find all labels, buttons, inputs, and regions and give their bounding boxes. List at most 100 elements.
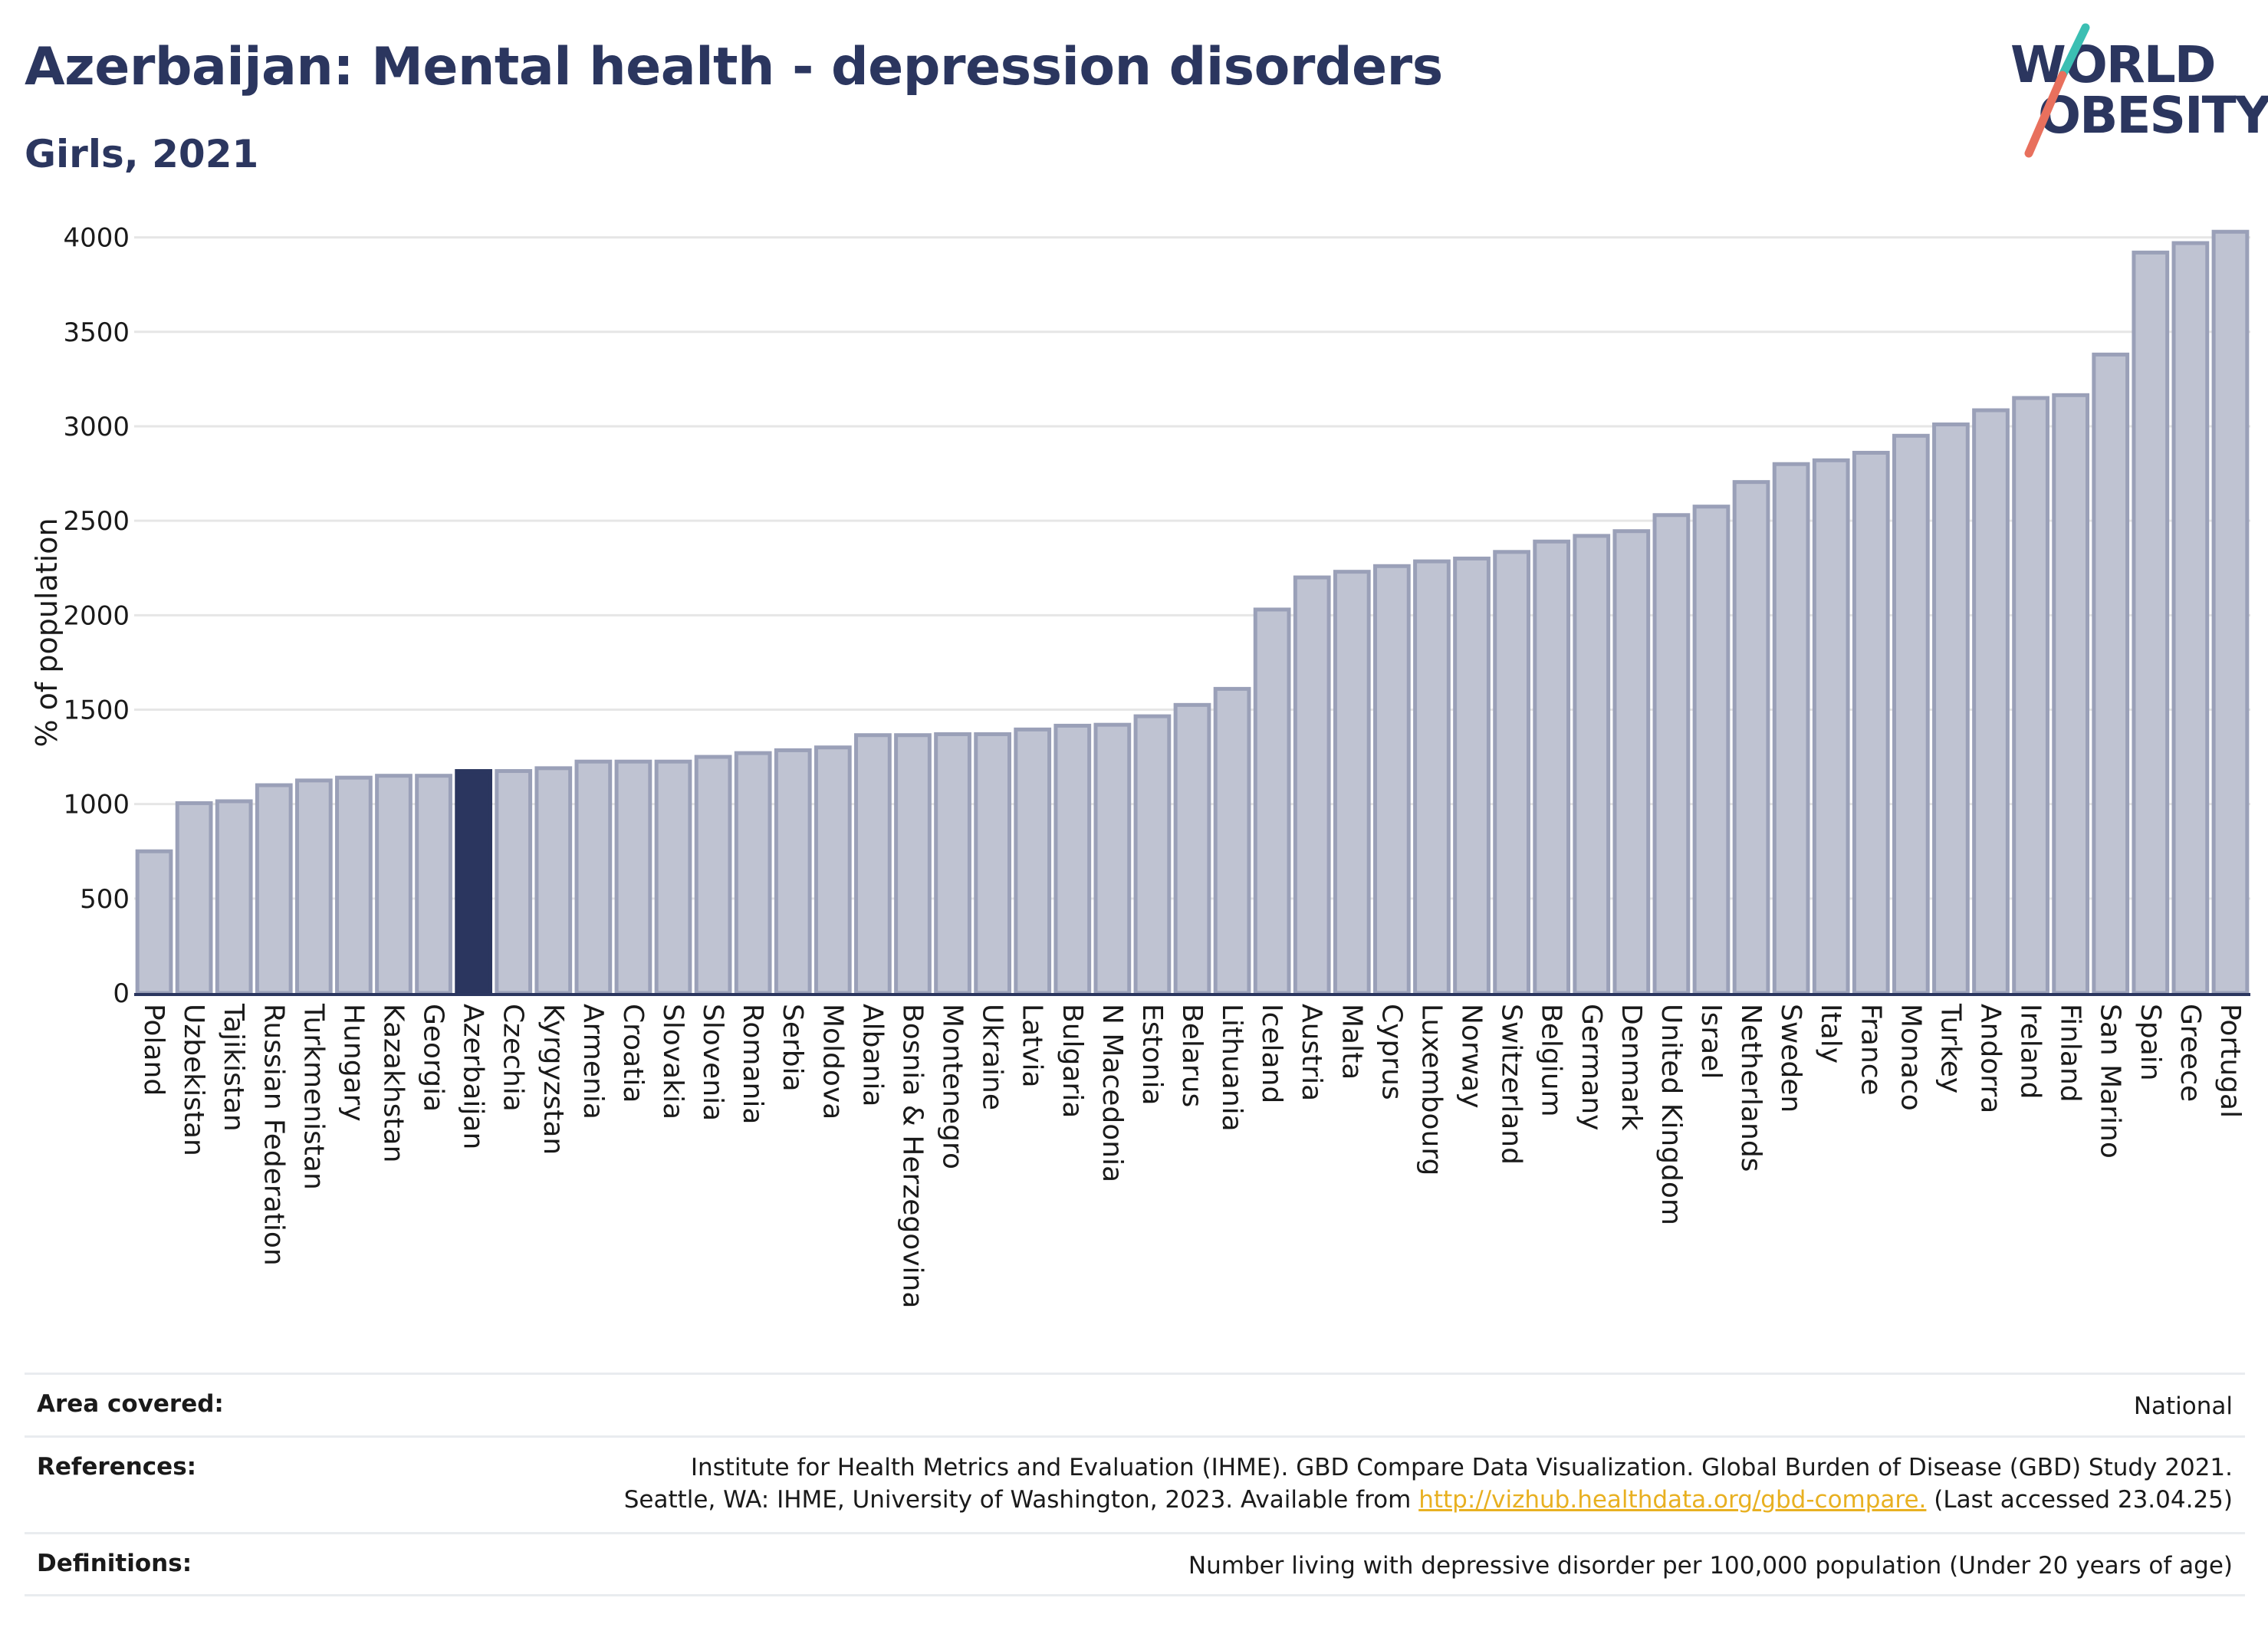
x-tick-label: Armenia [577,1004,609,1119]
bar-iceland[interactable] [1253,607,1291,995]
y-tick-label: 0 [113,978,130,1009]
x-tick-label: Serbia [777,1004,808,1092]
bar-denmark[interactable] [1612,529,1651,995]
references-line-1: Institute for Health Metrics and Evaluat… [690,1454,2233,1481]
x-tick-label: Monaco [1895,1004,1926,1111]
bar-finland[interactable] [2052,393,2090,995]
x-tick-label: Greece [2174,1004,2206,1102]
x-tick-label: Germany [1576,1004,1607,1130]
bar-greece[interactable] [2171,241,2210,995]
bar-georgia[interactable] [415,774,452,995]
y-tick-label: 2500 [63,506,130,537]
bar-luxembourg[interactable] [1413,559,1451,995]
bar-lithuania[interactable] [1213,686,1251,995]
bar-tajikistan[interactable] [215,799,253,995]
x-tick-label: Czechia [498,1004,529,1112]
x-tick-label: Netherlands [1735,1004,1767,1172]
bar-united-kingdom[interactable] [1652,513,1691,995]
bar-switzerland[interactable] [1493,550,1530,995]
bar-italy[interactable] [1812,458,1850,995]
bar-albania[interactable] [854,733,892,995]
x-tick-labels: Poland Uzbekistan Tajikistan Russian Federa… [138,1003,2246,1308]
x-tick-label: United Kingdom [1655,1004,1687,1225]
y-tick-label: 500 [80,884,130,915]
bar-kazakhstan[interactable] [375,774,413,995]
bar-n-macedonia[interactable] [1093,722,1132,995]
area-covered-value: National [2133,1392,2233,1420]
bar-portugal[interactable] [2211,229,2250,995]
bar-germany[interactable] [1573,534,1611,995]
references-link[interactable]: http://vizhub.healthdata.org/gbd-compare… [1418,1486,1927,1514]
bar-sweden[interactable] [1772,462,1810,995]
bar-belarus[interactable] [1173,702,1211,995]
bar-turkmenistan[interactable] [294,778,333,995]
bar-norway[interactable] [1453,556,1491,995]
x-tick-label: Lithuania [1216,1004,1247,1132]
bar-slovakia[interactable] [654,759,692,995]
bar-ukraine[interactable] [974,732,1011,995]
bar-montenegro[interactable] [934,732,971,995]
bar-latvia[interactable] [1014,727,1052,995]
bar-israel[interactable] [1692,505,1731,995]
info-row-area: Area covered: National [25,1373,2245,1435]
bar-san-marino[interactable] [2092,352,2130,995]
bar-czechia[interactable] [495,769,533,995]
x-tick-label: Switzerland [1496,1004,1527,1165]
x-tick-label: Austria [1296,1004,1327,1101]
logo-text-obesity: OBESITY [2038,86,2268,145]
x-tick-label: Belgium [1536,1004,1567,1117]
bar-azerbaijan[interactable] [455,769,493,995]
bar-spain[interactable] [2132,250,2170,995]
x-tick-label: Ireland [2015,1004,2046,1100]
x-tick-label: Latvia [1017,1004,1048,1088]
x-tick-label: Kyrgyzstan [537,1004,569,1155]
bar-netherlands[interactable] [1732,480,1770,995]
bar-uzbekistan[interactable] [175,801,213,995]
bar-poland[interactable] [135,849,173,995]
x-tick-label: San Marino [2095,1004,2126,1159]
x-tick-label: Kazakhstan [377,1004,409,1162]
bar-moldova[interactable] [814,745,852,995]
bar-belgium[interactable] [1533,539,1571,995]
bar-estonia[interactable] [1133,714,1172,995]
x-tick-label: Turkey [1934,1003,1966,1093]
x-tick-label: Finland [2055,1004,2086,1103]
bar-serbia[interactable] [774,748,812,995]
references-label: References: [37,1453,197,1481]
bar-ireland[interactable] [2012,396,2049,995]
bar-slovenia[interactable] [694,755,732,995]
bar-croatia[interactable] [614,759,652,995]
x-tick-label: France [1855,1004,1886,1096]
bar-hungary[interactable] [335,775,373,995]
bar-armenia[interactable] [574,759,613,995]
bar-malta[interactable] [1333,570,1371,995]
x-tick-label: Luxembourg [1415,1004,1447,1175]
bar-austria[interactable] [1293,575,1331,995]
x-tick-label: Turkmenistan [297,1003,329,1190]
y-axis-label: % of population [30,518,64,747]
bar-chart: 0 500 1000 1500 2000 2500 3000 3500 4000 Poland U… [30,223,2250,1308]
bar-monaco[interactable] [1892,433,1930,995]
logo-text-world: WORLD [2010,35,2217,94]
y-tick-label: 4000 [63,223,130,254]
bar-turkey[interactable] [1932,422,1970,995]
x-tick-label: Romania [737,1004,768,1124]
x-tick-label: Bulgaria [1057,1004,1088,1118]
bar-bulgaria[interactable] [1053,723,1092,995]
bar-bosnia-herzegovina[interactable] [894,733,932,995]
x-tick-label: Albania [856,1004,888,1106]
bar-france[interactable] [1852,450,1890,995]
x-tick-label: Spain [2135,1004,2166,1081]
bar-kyrgyzstan[interactable] [534,766,573,995]
definitions-value: Number living with depressive disorder p… [1188,1552,2233,1580]
bar-russian-federation[interactable] [255,783,293,995]
bar-romania[interactable] [734,751,772,995]
bar-cyprus[interactable] [1373,564,1411,995]
definitions-label: Definitions: [37,1550,192,1577]
x-tick-label: Italy [1815,1004,1846,1064]
x-tick-label: Estonia [1136,1004,1168,1106]
x-tick-label: Portugal [2214,1004,2246,1118]
bar-andorra[interactable] [1972,408,2010,995]
y-tick-labels: 0 500 1000 1500 2000 2500 3000 3500 4000 [63,223,130,1009]
x-tick-label: Poland [138,1004,169,1096]
